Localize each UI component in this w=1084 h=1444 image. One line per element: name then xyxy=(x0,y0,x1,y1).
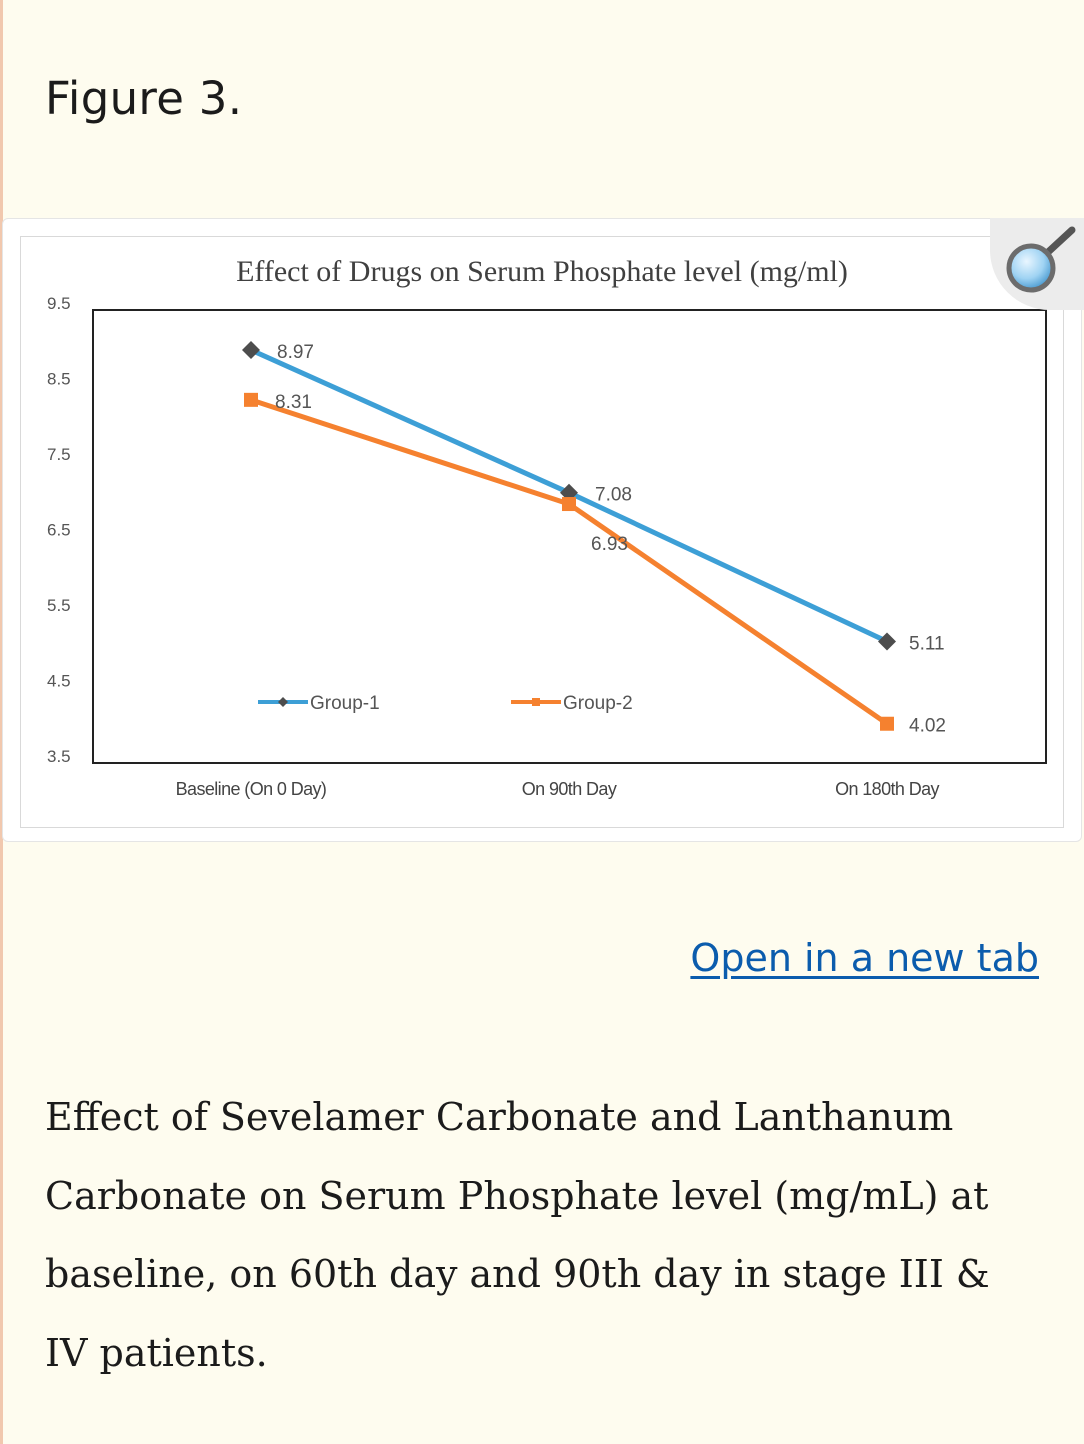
plot-area-frame xyxy=(92,309,1047,764)
figure-caption: Effect of Sevelamer Carbonate and Lantha… xyxy=(45,1095,990,1375)
data-point-group-2 xyxy=(562,497,576,512)
data-label: 8.97 xyxy=(277,342,314,363)
data-point-group-1 xyxy=(878,632,896,651)
magnifying-glass-icon xyxy=(1006,226,1076,293)
y-tick-label: 3.5 xyxy=(47,747,71,766)
legend-marker xyxy=(532,698,540,706)
chart-svg: Effect of Drugs on Serum Phosphate level… xyxy=(47,255,1047,799)
magnify-button[interactable] xyxy=(990,218,1084,310)
series-line-2 xyxy=(250,397,889,726)
x-category-label: On 180th Day xyxy=(835,779,939,799)
y-tick-label: 8.5 xyxy=(47,370,71,389)
y-tick-label: 4.5 xyxy=(47,672,71,691)
page-left-border xyxy=(0,0,3,1444)
y-tick-label: 9.5 xyxy=(47,294,71,313)
chart-image[interactable]: Effect of Drugs on Serum Phosphate level… xyxy=(20,236,1064,828)
data-point-group-2 xyxy=(880,716,894,731)
data-point-group-1 xyxy=(242,341,260,360)
y-tick-label: 6.5 xyxy=(47,521,71,540)
y-tick-label: 5.5 xyxy=(47,596,71,615)
data-label: 7.08 xyxy=(595,485,632,506)
data-label: 4.02 xyxy=(909,716,946,737)
open-in-new-tab-link[interactable]: Open in a new tab xyxy=(690,936,1039,980)
legend-label: Group-2 xyxy=(563,693,633,714)
data-label: 8.31 xyxy=(275,392,312,413)
data-point-group-2 xyxy=(244,392,258,407)
legend-label: Group-1 xyxy=(310,693,380,714)
x-category-label: Baseline (On 0 Day) xyxy=(176,779,327,799)
y-tick-label: 7.5 xyxy=(47,445,71,464)
x-category-label: On 90th Day xyxy=(522,779,617,799)
data-label: 6.93 xyxy=(591,534,628,555)
legend-marker xyxy=(278,697,288,707)
figure-title: Figure 3. xyxy=(45,72,243,125)
chart-title: Effect of Drugs on Serum Phosphate level… xyxy=(236,255,848,288)
data-label: 5.11 xyxy=(909,633,945,654)
